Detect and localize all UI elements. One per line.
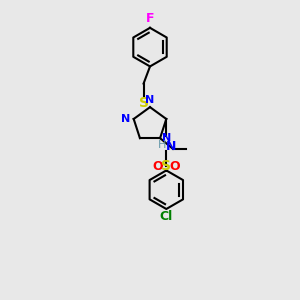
Text: F: F <box>146 12 154 25</box>
Text: N: N <box>121 114 130 124</box>
Text: N: N <box>162 133 172 143</box>
Text: S: S <box>139 96 148 110</box>
Text: O: O <box>152 160 163 173</box>
Text: H: H <box>158 140 166 150</box>
Text: Cl: Cl <box>160 210 173 223</box>
Text: N: N <box>166 140 177 153</box>
Text: N: N <box>146 95 154 105</box>
Text: S: S <box>161 159 171 173</box>
Text: O: O <box>169 160 180 173</box>
